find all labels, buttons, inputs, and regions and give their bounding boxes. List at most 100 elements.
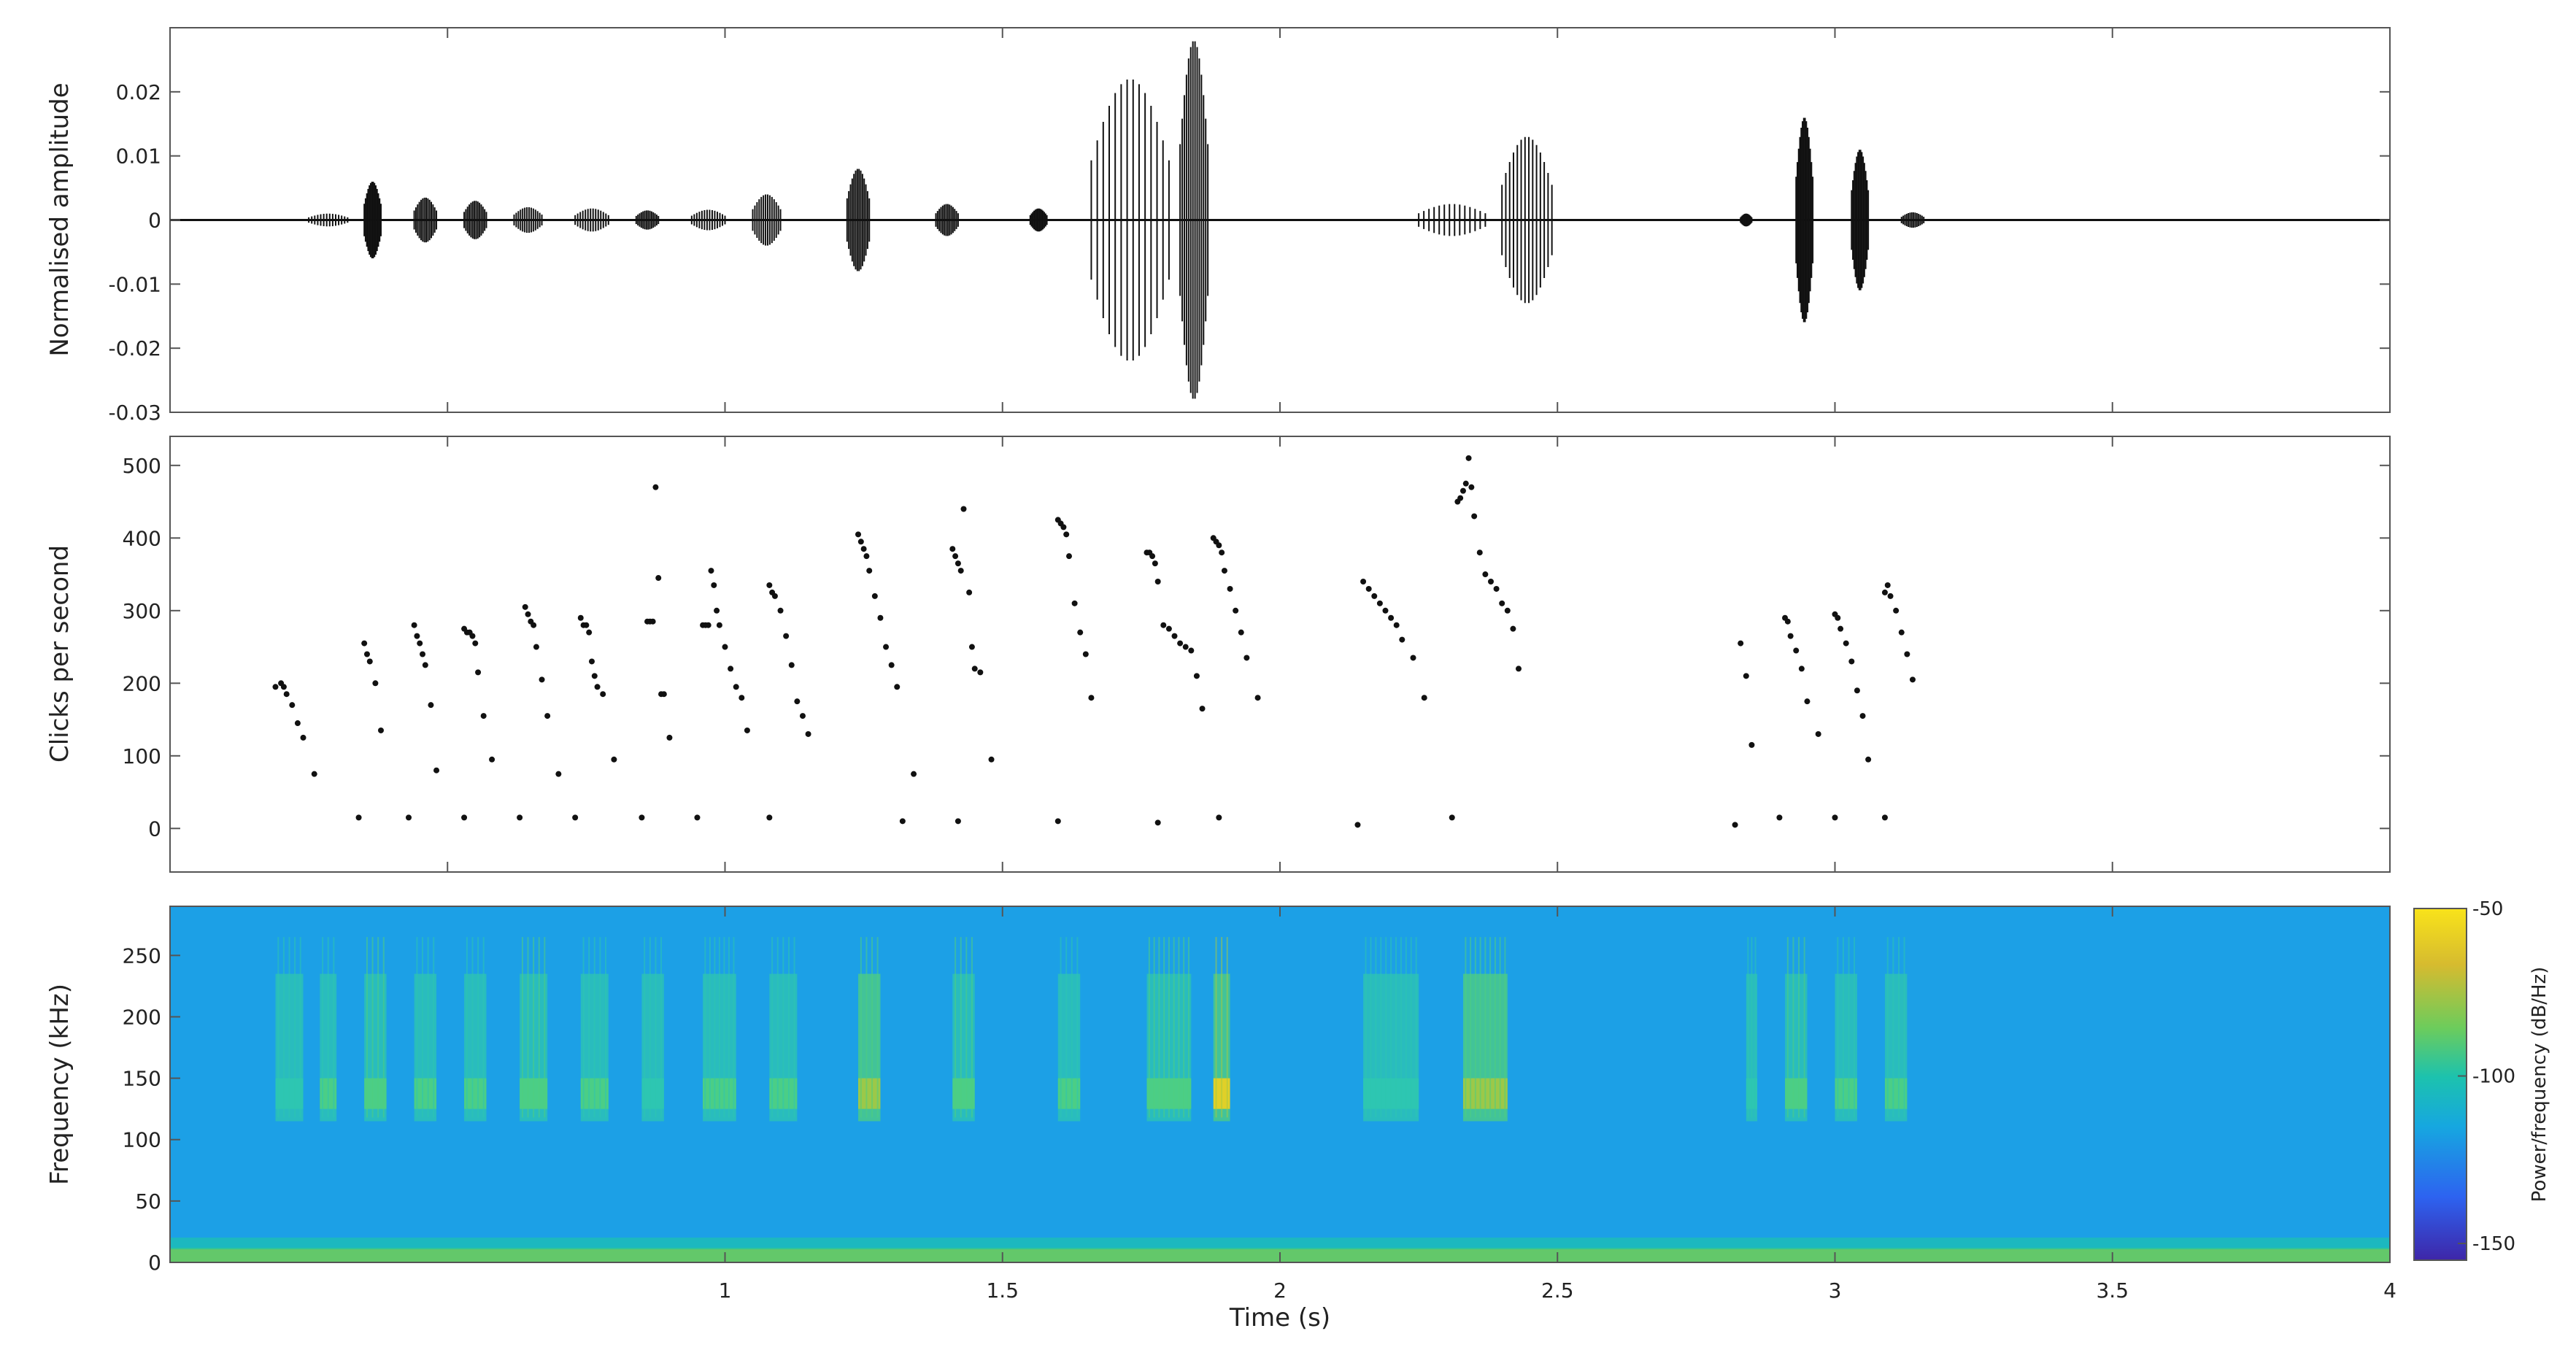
waveform-burst [690,209,726,231]
spectrogram-click-band [703,937,736,1122]
waveform-burst [1179,41,1209,399]
click-rate-point [1066,553,1073,560]
click-rate-point [957,568,964,574]
clicks-y-tick-label: 0 [148,817,161,841]
click-rate-point [544,713,551,719]
click-rate-point [1854,687,1860,694]
click-rate-point [968,644,975,650]
click-rate-point [1784,618,1791,625]
click-rate-point [1881,589,1888,595]
click-rate-point [1835,614,1841,621]
click-rate-point [1732,822,1738,828]
click-rate-point [1063,531,1070,538]
click-rate-point [966,589,973,595]
click-rate-point [716,622,722,628]
click-rate-point [666,734,673,741]
waveform-burst [363,182,382,258]
click-rate-point [1365,585,1372,592]
click-rate-point [1887,593,1894,599]
waveform-marks [170,41,2390,399]
click-rate-point [655,575,662,582]
click-rate-point [1738,640,1744,647]
click-rate-point [894,684,901,690]
click-rate-point [517,814,523,821]
click-rate-point [1182,644,1189,650]
click-rate-point [311,771,317,777]
click-rate-point [1382,607,1389,614]
spectrogram-click-band [275,937,304,1122]
spectrogram-band-peak [641,1078,664,1109]
click-rate-point [1254,695,1261,701]
spectrogram-y-tick-label: 150 [123,1067,161,1091]
click-rate-point [866,568,873,574]
waveform-burst [1795,117,1814,323]
click-rate-point [694,814,701,821]
click-rate-point [475,669,482,676]
click-rate-point [766,582,773,588]
click-rate-point [300,734,306,741]
click-rate-point [1154,579,1161,585]
click-rate-point [1221,568,1227,574]
waveform-burst [635,210,660,230]
click-rate-point [1227,585,1233,592]
click-rate-point [1743,673,1749,679]
click-rate-point [711,582,717,588]
spectrogram-band-peak [414,1078,437,1109]
spectrogram-band-peak [464,1078,487,1109]
waveform-burst [1090,80,1170,360]
click-rate-point [1219,549,1225,556]
waveform-y-tick-label: -0.02 [109,336,161,360]
click-rate-point [1360,579,1367,585]
click-rate-point [988,756,995,763]
click-rate-point [1893,607,1900,614]
spectrogram-click-band [1835,937,1857,1122]
spectrogram-click-band [1363,937,1419,1122]
spectrogram-click-band [1057,937,1081,1122]
click-rate-point [771,593,778,599]
waveform-y-tick-label: 0 [148,209,161,233]
waveform-y-tick-label: -0.01 [109,272,161,296]
click-rate-point [1243,655,1250,661]
spectrogram-y-tick-label: 200 [123,1005,161,1029]
click-rate-point [1149,553,1156,560]
click-rate-point [1837,625,1844,632]
colorbar: -50 -100 -150 Power/frequency (dB/Hz) [2413,898,2550,1261]
click-rate-point [1082,651,1089,657]
clicks-y-tick-label: 300 [123,599,161,623]
click-rate-point [1459,487,1466,494]
waveform-burst [935,204,959,236]
spectrogram-click-band [1785,937,1808,1122]
spectrogram-band-peak [1835,1078,1857,1109]
waveform-y-tick-label: -0.03 [109,401,161,425]
click-rate-point [522,603,528,610]
colorbar-label: Power/frequency (dB/Hz) [2529,967,2550,1203]
click-rate-point [1465,455,1472,461]
click-rate-point [414,633,420,639]
click-rate-point [461,814,468,821]
spectrogram-band-peak [364,1078,387,1109]
x-axis-label: Time (s) [1229,1303,1330,1332]
spectrogram-y-tick-label: 50 [135,1189,161,1214]
click-rate-point [1468,484,1475,490]
spectrogram-click-band [952,937,975,1122]
click-rate-point [469,633,476,639]
click-rate-point [1238,629,1244,636]
clicks-x-ticks [447,436,2113,872]
click-rate-point [577,614,584,621]
click-rate-point [1410,655,1416,661]
colorbar-tick-label: -50 [2472,898,2503,920]
click-rate-point [739,695,745,701]
spectrogram-click-band [1746,937,1758,1122]
click-rate-point [1482,571,1489,578]
colorbar-ticks: -50 -100 -150 [2458,898,2515,1255]
click-rate-point [533,644,539,650]
click-rate-point [788,662,795,668]
click-rate-point [472,640,479,647]
click-rate-point [708,568,714,574]
waveform-burst [846,169,871,271]
colorbar-tick-label: -100 [2472,1066,2515,1088]
click-rate-point [857,539,864,545]
click-rate-point [888,662,895,668]
click-rate-point [1859,713,1866,719]
click-rate-point [722,644,728,650]
